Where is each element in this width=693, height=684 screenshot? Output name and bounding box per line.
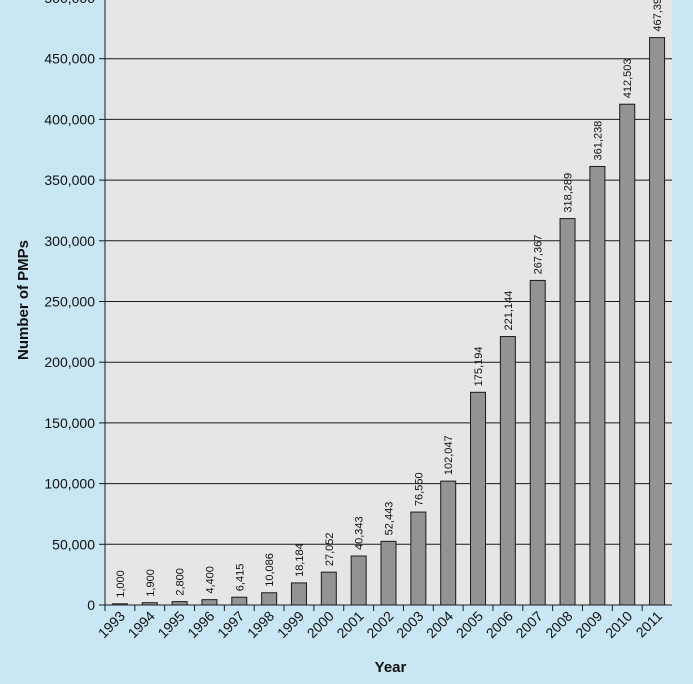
data-label: 10,086 — [264, 553, 276, 587]
data-label: 361,238 — [592, 121, 604, 161]
x-tick-label: 2002 — [363, 608, 396, 641]
x-axis-title: Year — [375, 659, 407, 676]
bar-2005 — [470, 391, 487, 606]
data-label: 102,047 — [443, 435, 455, 475]
y-tick-label: 300,000 — [44, 233, 95, 249]
data-label: 4,400 — [204, 566, 216, 594]
y-tick-label: 450,000 — [44, 51, 95, 67]
x-tick-label: 2007 — [512, 608, 545, 641]
y-axis-title: Number of PMPs — [15, 240, 32, 360]
x-tick-label: 2010 — [602, 608, 635, 641]
data-label: 2,800 — [175, 568, 187, 596]
bar-2004 — [440, 480, 457, 606]
axes — [104, 0, 672, 606]
bar-2010 — [619, 103, 636, 606]
x-tick-label: 1995 — [154, 608, 187, 641]
bar-1996 — [201, 599, 218, 606]
bar-2001 — [350, 555, 367, 606]
x-tick-label: 2003 — [393, 608, 426, 641]
bar-2003 — [410, 511, 427, 606]
bar-2011 — [649, 37, 666, 606]
y-tick-label: 200,000 — [44, 354, 95, 370]
data-label: 6,415 — [234, 564, 246, 592]
x-tick-label: 1999 — [274, 608, 307, 641]
bar-2000 — [320, 571, 337, 606]
y-tick-label: 100,000 — [44, 476, 95, 492]
x-tick-label: 1994 — [125, 608, 158, 641]
data-label: 221,144 — [503, 291, 515, 331]
y-tick-label: 250,000 — [44, 294, 95, 310]
x-tick-label: 2006 — [483, 608, 516, 641]
bar-2002 — [380, 540, 397, 606]
bar-1997 — [231, 596, 248, 606]
y-tick-label: 50,000 — [52, 536, 95, 552]
x-tick-labels: 1993199419951996199719981999200020012002… — [95, 608, 666, 641]
x-tick-label: 2009 — [572, 608, 605, 641]
data-label: 318,289 — [563, 173, 575, 213]
data-label: 18,184 — [294, 543, 306, 577]
y-tick-labels: 0 50,000 100,000 150,000 200,000 250,000 300,0… — [44, 0, 95, 613]
bar-2008 — [559, 218, 576, 606]
y-tick-label: 150,000 — [44, 415, 95, 431]
x-tick-label: 1993 — [95, 608, 128, 641]
x-tick-label: 2000 — [304, 608, 337, 641]
x-tick-label: 1996 — [184, 608, 217, 641]
data-label: 52,443 — [384, 502, 396, 536]
y-tick-label: 400,000 — [44, 111, 95, 127]
data-label: 40,343 — [354, 516, 366, 550]
data-label: 412,503 — [622, 58, 634, 98]
x-tick-label: 2008 — [542, 608, 575, 641]
data-label: 175,194 — [473, 347, 485, 387]
y-tick-label: 0 — [87, 597, 95, 613]
data-label: 267,367 — [533, 235, 545, 275]
data-label: 467,390 — [652, 0, 664, 32]
bar-1999 — [290, 582, 307, 606]
x-tick-label: 2004 — [423, 608, 456, 641]
bars — [111, 37, 666, 606]
x-tick-label: 2001 — [333, 608, 366, 641]
data-label: 1,900 — [145, 569, 157, 597]
x-tick-label: 1998 — [244, 608, 277, 641]
bar-1995 — [171, 601, 188, 606]
x-tick-label: 2011 — [633, 608, 666, 641]
y-tick-label: 500,000 — [44, 0, 95, 6]
data-label: 76,550 — [413, 472, 425, 506]
bar-2006 — [499, 336, 516, 606]
x-tick-label: 2005 — [453, 608, 486, 641]
data-label: 1,000 — [115, 570, 127, 598]
bar-2007 — [529, 279, 546, 606]
bar-2009 — [589, 165, 606, 606]
data-label: 27,052 — [324, 533, 336, 567]
plot-area — [105, 0, 672, 605]
x-tick-label: 1997 — [214, 608, 247, 641]
bar-1998 — [261, 592, 278, 606]
y-tick-label: 350,000 — [44, 172, 95, 188]
data-labels: 1,000 1,900 2,800 4,400 6,415 10,086 18,184 27,… — [115, 0, 664, 598]
